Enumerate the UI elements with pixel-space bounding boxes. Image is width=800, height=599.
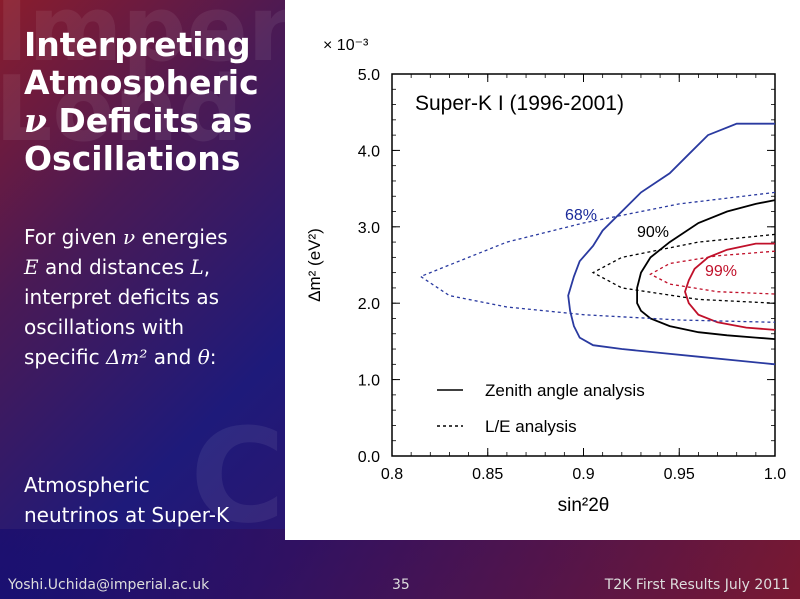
- footer-page-number: 35: [392, 577, 410, 593]
- footer-email: Yoshi.Uchida@imperial.ac.uk: [8, 577, 210, 593]
- contours: [419, 122, 776, 366]
- contour-LE-68pct: [419, 191, 776, 323]
- body-paragraph-2: Atmospheric neutrinos at Super-K: [24, 470, 284, 530]
- delta-m2-symbol: Δm²: [105, 345, 148, 369]
- contour-LE-99pct: [649, 250, 776, 295]
- contour-label: 99%: [705, 263, 737, 280]
- body-text: and: [147, 345, 198, 369]
- distance-symbol: L: [190, 255, 204, 279]
- chart-panel: 0.0 1.0 2.0 3.0 4.0 5.0 0.8 0.85 0.9 0.95 1.0 Super…: [285, 0, 800, 540]
- title-line-2: Atmospheric: [24, 63, 259, 102]
- y-tick-label: 1.0: [358, 373, 380, 390]
- y-axis-multiplier: × 10⁻³: [323, 37, 369, 54]
- body-text: Atmospheric: [24, 473, 150, 497]
- x-axis-label: sin²2θ: [558, 495, 610, 516]
- body-text: energies: [135, 225, 228, 249]
- y-tick-label: 3.0: [358, 220, 380, 237]
- contour-zenith-99pct: [684, 242, 776, 331]
- body-text: neutrinos at Super-K: [24, 503, 230, 527]
- title-line-3: Deficits as: [46, 101, 253, 140]
- axes: [391, 73, 776, 457]
- x-tick-label: 0.95: [664, 466, 695, 483]
- contour-zenith-68pct: [567, 122, 776, 366]
- body-text: oscillations with: [24, 315, 185, 339]
- contour-LE-90pct: [591, 233, 776, 304]
- y-tick-label: 0.0: [358, 449, 380, 466]
- energy-symbol: E: [24, 255, 39, 279]
- y-tick-label: 2.0: [358, 296, 380, 313]
- contour-label: 90%: [637, 224, 669, 241]
- contour-label: 68%: [565, 207, 597, 224]
- nu-symbol: ν: [123, 225, 136, 249]
- body-text: ,: [203, 255, 211, 279]
- body-text: and distances: [38, 255, 191, 279]
- y-axis-label: Δm² (eV²): [305, 228, 324, 302]
- body-paragraph: For given ν energies E and distances L, …: [24, 222, 279, 372]
- contour-zenith-90pct: [636, 199, 776, 340]
- body-text: specific: [24, 345, 106, 369]
- title-nu-symbol: ν: [24, 101, 47, 140]
- title-line-1: Interpreting: [24, 25, 251, 64]
- x-tick-label: 0.8: [381, 466, 403, 483]
- title-line-4: Oscillations: [24, 139, 241, 178]
- slide-title: Interpreting Atmospheric ν Deficits as O…: [24, 26, 284, 178]
- x-tick-label: 0.85: [472, 466, 503, 483]
- theta-symbol: θ: [197, 345, 210, 369]
- footer-event: T2K First Results July 2011: [604, 577, 790, 593]
- chart-title: Super-K I (1996-2001): [415, 92, 624, 115]
- legend-label: Zenith angle analysis: [485, 381, 645, 400]
- chart-labels: 0.0 1.0 2.0 3.0 4.0 5.0 0.8 0.85 0.9 0.95 1.0 Super…: [305, 37, 786, 516]
- y-tick-label: 5.0: [358, 67, 380, 84]
- x-tick-label: 0.9: [572, 466, 594, 483]
- body-text: :: [209, 345, 217, 369]
- body-text: interpret deficits as: [24, 285, 220, 309]
- body-text: For given: [24, 225, 124, 249]
- legend-label: L/E analysis: [485, 417, 577, 436]
- y-tick-label: 4.0: [358, 143, 380, 160]
- oscillation-contour-chart: 0.0 1.0 2.0 3.0 4.0 5.0 0.8 0.85 0.9 0.95 1.0 Super…: [305, 37, 786, 516]
- x-tick-label: 1.0: [764, 466, 786, 483]
